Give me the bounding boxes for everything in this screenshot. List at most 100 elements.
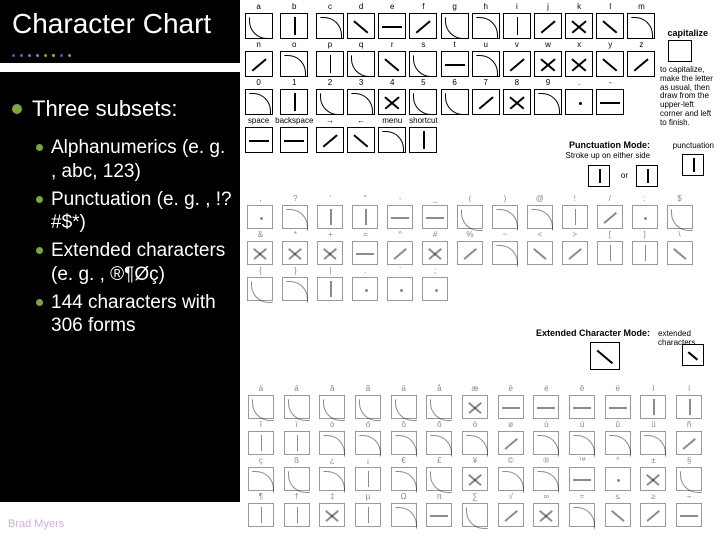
glyph-box xyxy=(316,51,344,77)
chart-cell: space xyxy=(244,117,273,153)
chart-cell: backspace xyxy=(275,117,313,153)
capitalize-label: capitalize xyxy=(667,28,708,38)
glyph-label: x xyxy=(577,41,581,50)
glyph-label: ú xyxy=(580,421,584,430)
glyph-label: é xyxy=(544,385,548,394)
glyph-label: 7 xyxy=(483,79,487,88)
punctuation-mode-label: Punctuation Mode: xyxy=(569,140,650,150)
glyph-label: d xyxy=(359,3,363,12)
extended-mode-label: Extended Character Mode: xyxy=(536,328,650,338)
glyph-label: > xyxy=(572,231,577,240)
glyph-box xyxy=(355,503,381,527)
glyph-label: ← xyxy=(357,117,365,126)
glyph-box xyxy=(492,205,518,229)
glyph-box xyxy=(569,395,595,419)
glyph-box xyxy=(676,395,702,419)
glyph-label: æ xyxy=(471,385,478,394)
glyph-label: í xyxy=(688,385,690,394)
glyph-label: ^ xyxy=(398,231,402,240)
chart-cell: √ xyxy=(494,493,528,527)
chart-cell: @ xyxy=(523,195,556,229)
bullet-icon xyxy=(12,104,22,114)
chart-cell: c xyxy=(315,3,344,39)
glyph-box xyxy=(352,277,378,301)
chart-cell xyxy=(454,267,487,301)
chart-cell: ~ xyxy=(488,231,521,265)
chart-cell xyxy=(593,267,626,301)
glyph-label: j xyxy=(547,3,549,12)
glyph-box xyxy=(282,277,308,301)
chart-cell: & xyxy=(244,231,277,265)
chart-cell: # xyxy=(419,231,452,265)
alphanumeric-grid: abcdefghijklmnopqrstuvwxyz0123456789.-sp… xyxy=(240,0,660,156)
glyph-label: ä xyxy=(401,385,405,394)
glyph-label: $ xyxy=(677,195,681,204)
slide-title: Character Chart xyxy=(0,0,240,52)
glyph-box xyxy=(347,51,375,77)
glyph-box xyxy=(632,241,658,265)
chart-cell: ≈ xyxy=(565,493,599,527)
chart-cell: menu xyxy=(378,117,407,153)
decorative-dots xyxy=(0,52,240,63)
chart-cell: e xyxy=(378,3,407,39)
glyph-label: → xyxy=(326,117,334,126)
glyph-box xyxy=(498,395,524,419)
sub-bullet: Extended characters (e. g. , ®¶Øç) xyxy=(36,239,232,287)
glyph-box xyxy=(569,467,595,491)
glyph-label: ¶ xyxy=(259,493,263,502)
glyph-box xyxy=(247,205,273,229)
chart-cell: á xyxy=(280,385,314,419)
glyph-label: ö xyxy=(473,421,477,430)
glyph-box xyxy=(319,503,345,527)
glyph-label: f xyxy=(422,3,424,12)
glyph-label: î xyxy=(260,421,262,430)
glyph-label: 4 xyxy=(390,79,394,88)
chart-cell: ∞ xyxy=(530,493,564,527)
chart-cell: ! xyxy=(558,195,591,229)
glyph-label: & xyxy=(258,231,263,240)
glyph-label: ] xyxy=(643,231,645,240)
chart-cell: π xyxy=(422,493,456,527)
chart-cell: → xyxy=(315,117,344,153)
sub-bullet-text: 144 characters with 306 forms xyxy=(51,291,232,339)
glyph-label: π xyxy=(437,493,443,502)
glyph-box xyxy=(457,241,483,265)
glyph-box xyxy=(533,467,559,491)
glyph-label: t xyxy=(453,41,455,50)
punct-example-box xyxy=(588,165,610,187)
glyph-box xyxy=(248,467,274,491)
chart-cell: û xyxy=(601,421,635,455)
glyph-box xyxy=(352,241,378,265)
glyph-label: \ xyxy=(678,231,680,240)
chart-cell: l xyxy=(596,3,625,39)
glyph-label: } xyxy=(294,267,297,276)
chart-cell: | xyxy=(314,267,347,301)
glyph-box xyxy=(597,205,623,229)
chart-cell xyxy=(627,79,656,115)
glyph-label: { xyxy=(259,267,262,276)
glyph-box xyxy=(527,205,553,229)
glyph-box xyxy=(409,51,437,77)
glyph-box xyxy=(284,503,310,527)
glyph-box xyxy=(627,13,655,39)
glyph-box xyxy=(409,89,437,115)
glyph-label: ê xyxy=(580,385,584,394)
chart-cell: shortcut xyxy=(409,117,438,153)
glyph-label: ∞ xyxy=(544,493,550,502)
glyph-box xyxy=(676,431,702,455)
chart-cell: ) xyxy=(488,195,521,229)
glyph-box xyxy=(282,205,308,229)
chart-cell: f xyxy=(409,3,438,39)
glyph-box xyxy=(676,503,702,527)
glyph-label: < xyxy=(538,231,543,240)
glyph-box xyxy=(387,241,413,265)
glyph-label: 5 xyxy=(421,79,425,88)
chart-cell: ï xyxy=(280,421,314,455)
glyph-box xyxy=(533,395,559,419)
chart-cell: © xyxy=(494,457,528,491)
chart-cell: ä xyxy=(387,385,421,419)
chart-cell: æ xyxy=(458,385,492,419)
chart-cell: ® xyxy=(530,457,564,491)
chart-cell: < xyxy=(523,231,556,265)
glyph-label: menu xyxy=(382,117,402,126)
